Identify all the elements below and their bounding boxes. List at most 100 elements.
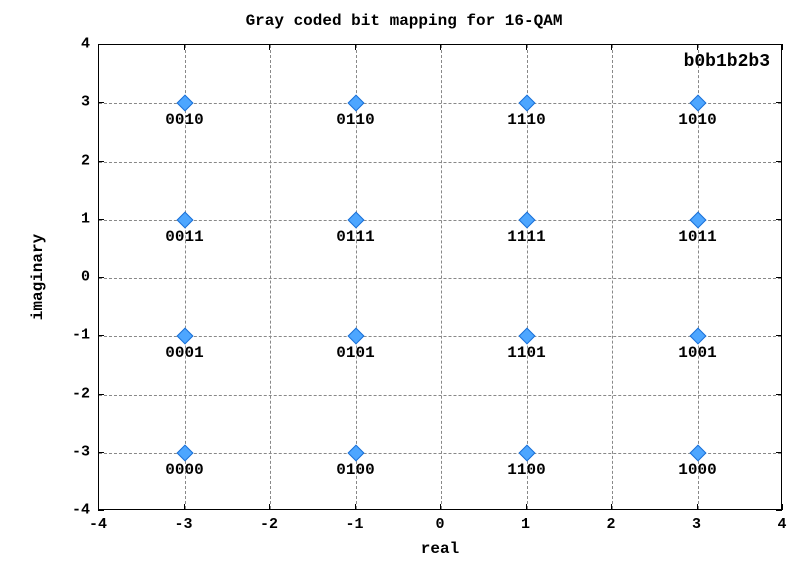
constellation-point — [689, 211, 706, 228]
tick-mark-y — [98, 161, 104, 162]
tick-mark-x — [269, 504, 270, 510]
constellation-point — [347, 95, 364, 112]
tick-label-x: 1 — [521, 516, 530, 533]
tick-mark-x — [184, 504, 185, 510]
tick-mark-y — [776, 277, 782, 278]
tick-label-y: -2 — [72, 385, 90, 402]
gridline-h — [99, 278, 781, 279]
tick-mark-x — [440, 44, 441, 50]
gridline-h — [99, 162, 781, 163]
constellation-point-label: 1100 — [507, 461, 545, 479]
tick-label-x: 0 — [435, 516, 444, 533]
constellation-point — [347, 328, 364, 345]
constellation-point — [347, 211, 364, 228]
constellation-point — [689, 95, 706, 112]
constellation-point-label: 1111 — [507, 228, 545, 246]
y-axis-label: imaginary — [29, 234, 47, 320]
constellation-point-label: 0110 — [336, 111, 374, 129]
gridline-h — [99, 395, 781, 396]
tick-mark-y — [98, 510, 104, 511]
tick-mark-x — [697, 44, 698, 50]
constellation-point — [689, 328, 706, 345]
constellation-point-label: 0111 — [336, 228, 374, 246]
tick-mark-x — [526, 44, 527, 50]
tick-mark-x — [611, 504, 612, 510]
tick-mark-y — [98, 102, 104, 103]
gridline-h — [99, 336, 781, 337]
tick-mark-y — [776, 161, 782, 162]
constellation-point-label: 0001 — [165, 344, 203, 362]
gridline-v — [270, 45, 271, 509]
constellation-point-label: 0010 — [165, 111, 203, 129]
constellation-point — [518, 328, 535, 345]
tick-mark-y — [776, 335, 782, 336]
constellation-point-label: 1110 — [507, 111, 545, 129]
tick-mark-y — [98, 277, 104, 278]
chart-title: Gray coded bit mapping for 16-QAM — [0, 12, 808, 30]
tick-label-x: -4 — [89, 516, 107, 533]
constellation-point — [176, 444, 193, 461]
tick-label-y: -4 — [72, 502, 90, 519]
tick-mark-y — [776, 219, 782, 220]
tick-label-y: 0 — [81, 269, 90, 286]
tick-label-x: 2 — [606, 516, 615, 533]
constellation-point-label: 1001 — [678, 344, 716, 362]
constellation-point — [176, 328, 193, 345]
constellation-point-label: 0000 — [165, 461, 203, 479]
tick-label-x: -2 — [260, 516, 278, 533]
constellation-point-label: 0011 — [165, 228, 203, 246]
constellation-point-label: 1000 — [678, 461, 716, 479]
constellation-point-label: 0101 — [336, 344, 374, 362]
tick-mark-x — [697, 504, 698, 510]
gridline-h — [99, 220, 781, 221]
tick-label-y: 1 — [81, 210, 90, 227]
tick-label-y: 2 — [81, 152, 90, 169]
constellation-point-label: 1101 — [507, 344, 545, 362]
tick-label-x: 4 — [777, 516, 786, 533]
tick-mark-y — [98, 394, 104, 395]
constellation-point-label: 1010 — [678, 111, 716, 129]
tick-mark-x — [526, 504, 527, 510]
tick-mark-x — [611, 44, 612, 50]
tick-mark-x — [184, 44, 185, 50]
constellation-point — [518, 211, 535, 228]
constellation-point — [176, 95, 193, 112]
tick-mark-x — [355, 504, 356, 510]
legend-text: b0b1b2b3 — [684, 52, 770, 72]
tick-label-x: 3 — [692, 516, 701, 533]
gridline-v — [441, 45, 442, 509]
constellation-point — [689, 444, 706, 461]
tick-mark-y — [776, 452, 782, 453]
tick-mark-y — [776, 394, 782, 395]
tick-mark-x — [782, 44, 783, 50]
tick-mark-y — [98, 452, 104, 453]
gridline-h — [99, 453, 781, 454]
tick-label-y: 3 — [81, 94, 90, 111]
gridline-v — [612, 45, 613, 509]
constellation-point — [518, 95, 535, 112]
tick-mark-y — [98, 219, 104, 220]
constellation-point — [176, 211, 193, 228]
tick-mark-x — [269, 44, 270, 50]
x-axis-label: real — [421, 540, 459, 558]
tick-mark-y — [98, 44, 104, 45]
gridline-h — [99, 103, 781, 104]
tick-mark-y — [776, 510, 782, 511]
tick-mark-x — [355, 44, 356, 50]
tick-mark-x — [782, 504, 783, 510]
chart-wrapper: Gray coded bit mapping for 16-QAM 000000… — [0, 0, 808, 570]
tick-label-y: -3 — [72, 443, 90, 460]
constellation-point — [347, 444, 364, 461]
tick-mark-y — [776, 44, 782, 45]
constellation-point — [518, 444, 535, 461]
constellation-point-label: 1011 — [678, 228, 716, 246]
tick-label-y: 4 — [81, 36, 90, 53]
constellation-point-label: 0100 — [336, 461, 374, 479]
plot-area: 0000 0001 0011 0010 0100 0101 0111 0110 1100 1101… — [98, 44, 782, 510]
tick-label-y: -1 — [72, 327, 90, 344]
tick-mark-y — [98, 335, 104, 336]
tick-mark-y — [776, 102, 782, 103]
tick-mark-x — [440, 504, 441, 510]
tick-label-x: -3 — [174, 516, 192, 533]
tick-label-x: -1 — [345, 516, 363, 533]
